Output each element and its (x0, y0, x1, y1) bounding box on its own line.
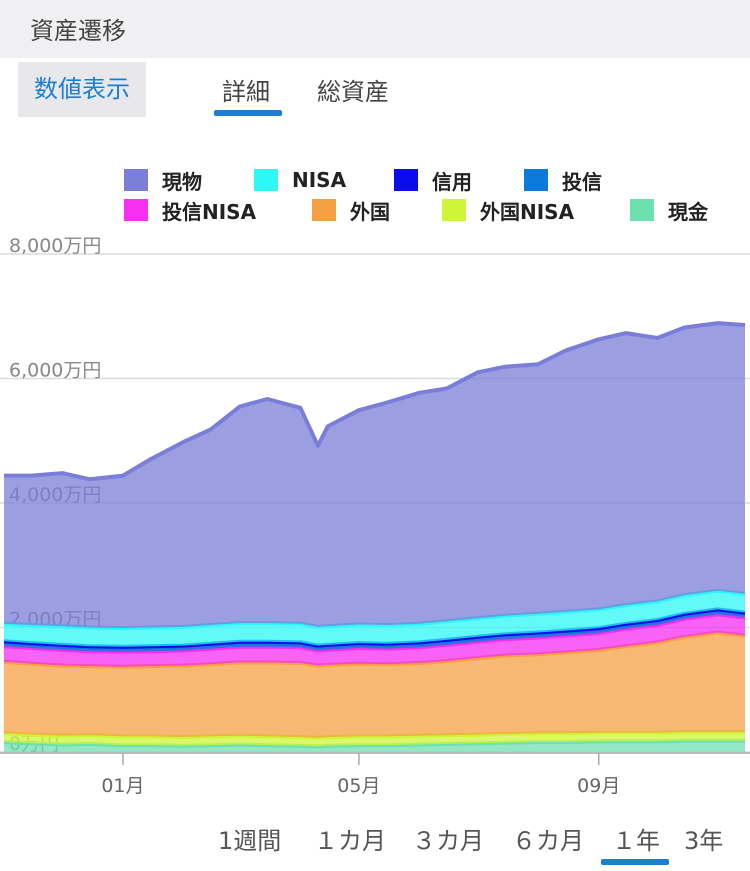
legend-label: 信用 (432, 169, 472, 194)
range-button-3months[interactable]: ３カ月 (412, 827, 484, 855)
legend-label: 現金 (668, 199, 708, 224)
legend-swatch (442, 199, 466, 221)
legend-swatch (394, 169, 418, 191)
range-selector: 1週間 １カ月 ３カ月 ６カ月 １年 3年 (0, 815, 750, 871)
legend-item-gaikoku[interactable]: 外国 (312, 196, 390, 224)
legend-swatch (124, 169, 148, 191)
area-gaikoku (4, 632, 745, 738)
legend-swatch (630, 199, 654, 221)
legend-swatch (124, 199, 148, 221)
x-tick-label: 09月 (577, 775, 620, 797)
x-tick-label: 05月 (337, 775, 380, 797)
value-display-button[interactable]: 数値表示 (18, 62, 146, 117)
area-toshin-nisa (4, 614, 745, 667)
line-genbutsu (4, 321, 746, 482)
header: 資産遷移 (0, 0, 750, 58)
legend-item-genbutsu[interactable]: 現物 (124, 166, 202, 194)
legend-label: NISA (292, 168, 347, 192)
y-tick-label: 8,000万円 (9, 235, 101, 257)
legend-swatch (254, 169, 278, 191)
area-nisa (4, 590, 745, 647)
page-title: 資産遷移 (30, 17, 126, 45)
range-button-1week[interactable]: 1週間 (218, 827, 282, 855)
range-button-1year[interactable]: １年 (612, 827, 660, 855)
legend-item-toshin-nisa[interactable]: 投信NISA (124, 196, 256, 224)
legend-item-genkin[interactable]: 現金 (630, 196, 708, 224)
range-button-1month[interactable]: １カ月 (314, 827, 386, 855)
legend-label: 外国 (350, 199, 390, 224)
legend-label: 現物 (162, 169, 202, 194)
legend-item-toshin[interactable]: 投信 (524, 166, 602, 194)
area-genbutsu (4, 323, 745, 629)
active-tab-indicator (214, 110, 282, 116)
active-range-indicator (601, 859, 669, 865)
range-button-3years[interactable]: 3年 (684, 827, 724, 855)
legend-label: 外国NISA (480, 199, 575, 224)
legend-label: 投信NISA (162, 199, 257, 224)
area-gaikoku-nisa (4, 732, 745, 747)
tab-bar: 数値表示 詳細 総資産 (0, 58, 750, 128)
legend-swatch (524, 169, 548, 191)
legend-item-gaikoku-nisa[interactable]: 外国NISA (442, 196, 574, 224)
x-tick-label: 01月 (101, 775, 144, 797)
range-button-6months[interactable]: ６カ月 (512, 827, 584, 855)
legend-item-shinyo[interactable]: 信用 (394, 166, 472, 194)
tab-total-assets[interactable]: 総資産 (317, 78, 389, 106)
legend-label: 投信 (562, 169, 602, 194)
y-tick-label: 6,000万円 (9, 360, 101, 382)
tab-detail[interactable]: 詳細 (222, 78, 270, 106)
legend-swatch (312, 199, 336, 221)
legend-item-nisa[interactable]: NISA (254, 166, 346, 194)
chart-legend: 現物 NISA 信用 投信 投信NISA 外国 外国NISA 現金 (0, 166, 750, 226)
